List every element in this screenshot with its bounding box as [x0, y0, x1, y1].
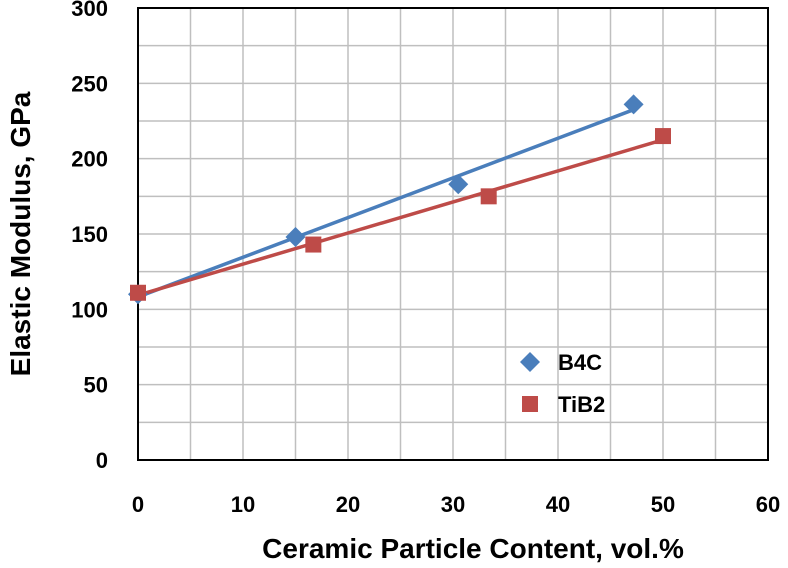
- data-point-tib2: [655, 128, 671, 145]
- x-tick-label: 40: [546, 492, 570, 517]
- x-axis-title: Ceramic Particle Content, vol.%: [262, 533, 684, 564]
- plot-area: [137, 7, 769, 461]
- data-point-tib2: [305, 236, 322, 253]
- y-tick-label: 100: [71, 297, 108, 322]
- y-tick-label: 300: [71, 0, 108, 21]
- legend-label-tib2: TiB2: [558, 392, 605, 417]
- gridlines: [137, 7, 769, 461]
- data-markers: [128, 94, 671, 305]
- data-point-tib2: [480, 188, 497, 205]
- y-axis-title: Elastic Modulus, GPa: [5, 91, 36, 376]
- x-tick-label: 10: [231, 492, 255, 517]
- y-axis-ticks: 0 50 100 150 200 250 300: [71, 0, 108, 473]
- legend-label-b4c: B4C: [558, 350, 602, 375]
- y-tick-label: 150: [71, 222, 108, 247]
- x-tick-label: 60: [756, 492, 780, 517]
- legend: B4C TiB2: [520, 350, 605, 417]
- trendlines: [136, 107, 665, 299]
- x-tick-label: 20: [336, 492, 360, 517]
- x-axis-ticks: 0 10 20 30 40 50 60: [132, 492, 780, 517]
- x-tick-label: 50: [651, 492, 675, 517]
- data-point-b4c: [285, 227, 306, 248]
- y-tick-label: 200: [71, 147, 108, 172]
- legend-marker-b4c: [520, 352, 540, 372]
- data-point-b4c: [448, 174, 469, 195]
- y-tick-label: 0: [96, 448, 108, 473]
- x-tick-label: 0: [132, 492, 144, 517]
- trendline-b4c: [136, 107, 636, 299]
- data-point-b4c: [623, 94, 644, 115]
- legend-marker-tib2: [522, 396, 538, 412]
- data-point-tib2: [130, 284, 146, 301]
- x-tick-label: 30: [441, 492, 465, 517]
- y-tick-label: 50: [84, 373, 108, 398]
- y-tick-label: 250: [71, 71, 108, 96]
- trendline-tib2: [136, 138, 665, 297]
